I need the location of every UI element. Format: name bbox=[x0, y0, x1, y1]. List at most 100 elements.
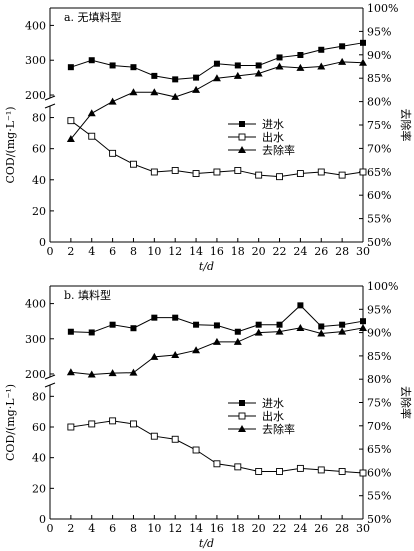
data-point bbox=[213, 460, 221, 468]
data-point bbox=[213, 168, 221, 176]
data-point bbox=[129, 368, 138, 376]
y-tick-label: 0 bbox=[39, 513, 46, 526]
data-point bbox=[66, 135, 75, 143]
y-tick-label: 60 bbox=[32, 143, 46, 156]
y-axis-label: COD/(mg·L⁻¹) bbox=[4, 106, 17, 183]
data-point bbox=[276, 468, 283, 475]
data-point bbox=[109, 149, 117, 157]
series-open-square bbox=[67, 417, 367, 477]
x-tick-label: 30 bbox=[356, 522, 370, 535]
data-point bbox=[255, 321, 262, 328]
data-point bbox=[234, 62, 241, 69]
y-tick-label: 20 bbox=[32, 482, 46, 495]
data-point bbox=[213, 60, 220, 67]
series-filled-square bbox=[67, 39, 366, 83]
legend-label: 进水 bbox=[262, 118, 284, 131]
data-point bbox=[255, 62, 262, 69]
data-point bbox=[238, 425, 246, 432]
y2-tick-label: 65% bbox=[367, 443, 391, 456]
data-point bbox=[212, 337, 221, 345]
data-point bbox=[338, 57, 347, 65]
data-point bbox=[317, 168, 325, 176]
x-tick-label: 22 bbox=[273, 522, 287, 535]
x-tick-label: 6 bbox=[109, 522, 116, 535]
y2-axis-label: 去除率 bbox=[399, 109, 413, 142]
data-point bbox=[109, 62, 116, 69]
y2-tick-label: 75% bbox=[367, 397, 391, 410]
legend-entry: 出水 bbox=[228, 409, 284, 423]
y2-tick-label: 85% bbox=[367, 350, 391, 363]
x-tick-label: 12 bbox=[168, 245, 182, 258]
y2-tick-label: 70% bbox=[367, 142, 391, 155]
y2-tick-label: 50% bbox=[367, 513, 391, 526]
data-point bbox=[171, 92, 180, 100]
data-point bbox=[238, 133, 246, 141]
y2-tick-label: 60% bbox=[367, 189, 391, 202]
data-point bbox=[192, 446, 200, 454]
x-tick-label: 10 bbox=[147, 522, 161, 535]
data-point bbox=[338, 468, 346, 475]
y2-tick-label: 85% bbox=[367, 72, 391, 85]
y-tick-label: 300 bbox=[25, 333, 46, 346]
y-tick-label: 200 bbox=[25, 368, 46, 381]
data-point bbox=[171, 350, 180, 358]
data-point bbox=[108, 369, 117, 377]
x-tick-label: 14 bbox=[189, 245, 203, 258]
axis-break-mark bbox=[44, 382, 56, 388]
y2-tick-label: 50% bbox=[367, 236, 391, 249]
data-point bbox=[172, 76, 179, 83]
axis-break-mark bbox=[44, 374, 56, 380]
y2-tick-label: 55% bbox=[367, 490, 391, 503]
data-point bbox=[234, 463, 242, 471]
legend-label: 去除率 bbox=[262, 422, 295, 436]
series-line bbox=[70, 61, 364, 140]
x-tick-label: 0 bbox=[47, 245, 54, 258]
legend-entry: 进水 bbox=[228, 397, 284, 410]
data-point bbox=[213, 322, 220, 329]
x-axis-label: t/d bbox=[199, 537, 214, 550]
legend-entry: 进水 bbox=[228, 118, 284, 131]
data-point bbox=[254, 328, 263, 336]
data-point bbox=[193, 321, 200, 328]
y-tick-label: 200 bbox=[25, 89, 46, 102]
y-tick-label: 400 bbox=[25, 19, 46, 32]
legend-entry: 出水 bbox=[228, 130, 284, 144]
x-tick-label: 16 bbox=[210, 245, 224, 258]
data-point bbox=[130, 420, 137, 428]
data-point bbox=[88, 132, 96, 140]
data-point bbox=[192, 170, 200, 178]
data-point bbox=[67, 423, 75, 431]
data-point bbox=[67, 117, 75, 125]
y2-tick-label: 90% bbox=[367, 327, 391, 340]
y-tick-label: 20 bbox=[32, 205, 46, 218]
y2-tick-label: 95% bbox=[367, 303, 391, 316]
data-point bbox=[318, 323, 325, 330]
x-tick-label: 10 bbox=[147, 245, 161, 258]
data-point bbox=[254, 69, 263, 77]
data-point bbox=[151, 314, 158, 321]
legend-entry: 去除率 bbox=[228, 143, 295, 157]
data-point bbox=[339, 43, 346, 50]
series-filled-square bbox=[67, 302, 366, 336]
panel-title: a. 无填料型 bbox=[64, 10, 122, 24]
x-tick-label: 22 bbox=[273, 245, 287, 258]
y2-tick-label: 55% bbox=[367, 213, 391, 226]
data-point bbox=[129, 88, 138, 96]
data-point bbox=[150, 352, 159, 360]
data-point bbox=[171, 435, 179, 443]
y2-tick-label: 60% bbox=[367, 466, 391, 479]
data-point bbox=[171, 166, 179, 174]
data-point bbox=[359, 323, 367, 331]
x-tick-label: 30 bbox=[356, 245, 370, 258]
data-point bbox=[193, 74, 200, 81]
data-point bbox=[297, 52, 304, 58]
data-point bbox=[317, 329, 326, 337]
data-point bbox=[296, 464, 304, 472]
data-point bbox=[234, 166, 242, 174]
y-tick-label: 300 bbox=[25, 54, 46, 67]
data-point bbox=[276, 173, 283, 181]
data-point bbox=[109, 321, 116, 328]
data-point bbox=[276, 321, 283, 328]
data-point bbox=[233, 337, 242, 345]
